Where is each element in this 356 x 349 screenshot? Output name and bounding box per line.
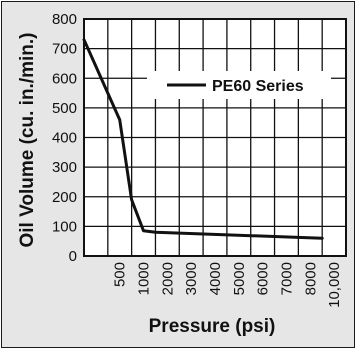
x-tick-label: 8000	[302, 262, 319, 295]
y-tick-label: 300	[52, 159, 77, 176]
x-tick-label: 4000	[207, 262, 224, 295]
y-tick-label: 400	[52, 130, 77, 147]
y-tick-label: 700	[52, 41, 77, 58]
x-tick-labels: 500 1000 2000 3000 4000 5000 6000 7000 8000 10,00…	[112, 262, 343, 308]
x-tick-label: 2000	[159, 262, 176, 295]
y-tick-label: 100	[52, 218, 77, 235]
x-tick-label: 500	[112, 262, 129, 287]
y-tick-label: 200	[52, 189, 77, 206]
legend: PE60 Series	[147, 71, 331, 99]
y-tick-label: 0	[69, 248, 77, 265]
series-line-pe60	[82, 38, 324, 240]
y-tick-label: 800	[52, 11, 77, 28]
x-axis-title: Pressure (psi)	[149, 316, 276, 337]
y-axis-title: Oil Volume (cu. in./min.)	[17, 33, 38, 248]
plot-border	[83, 18, 347, 257]
x-tick-label: 1000	[136, 262, 153, 295]
y-tick-labels: 0 100 200 300 400 500 600 700 800	[52, 11, 77, 265]
x-tick-label: 6000	[255, 262, 272, 295]
y-tick-label: 500	[52, 100, 77, 117]
x-tick-label: 10,000	[326, 262, 343, 308]
x-tick-label: 3000	[183, 262, 200, 295]
y-tick-label: 600	[52, 70, 77, 87]
x-tick-label: 5000	[231, 262, 248, 295]
x-tick-label: 7000	[278, 262, 295, 295]
legend-label: PE60 Series	[212, 78, 304, 95]
